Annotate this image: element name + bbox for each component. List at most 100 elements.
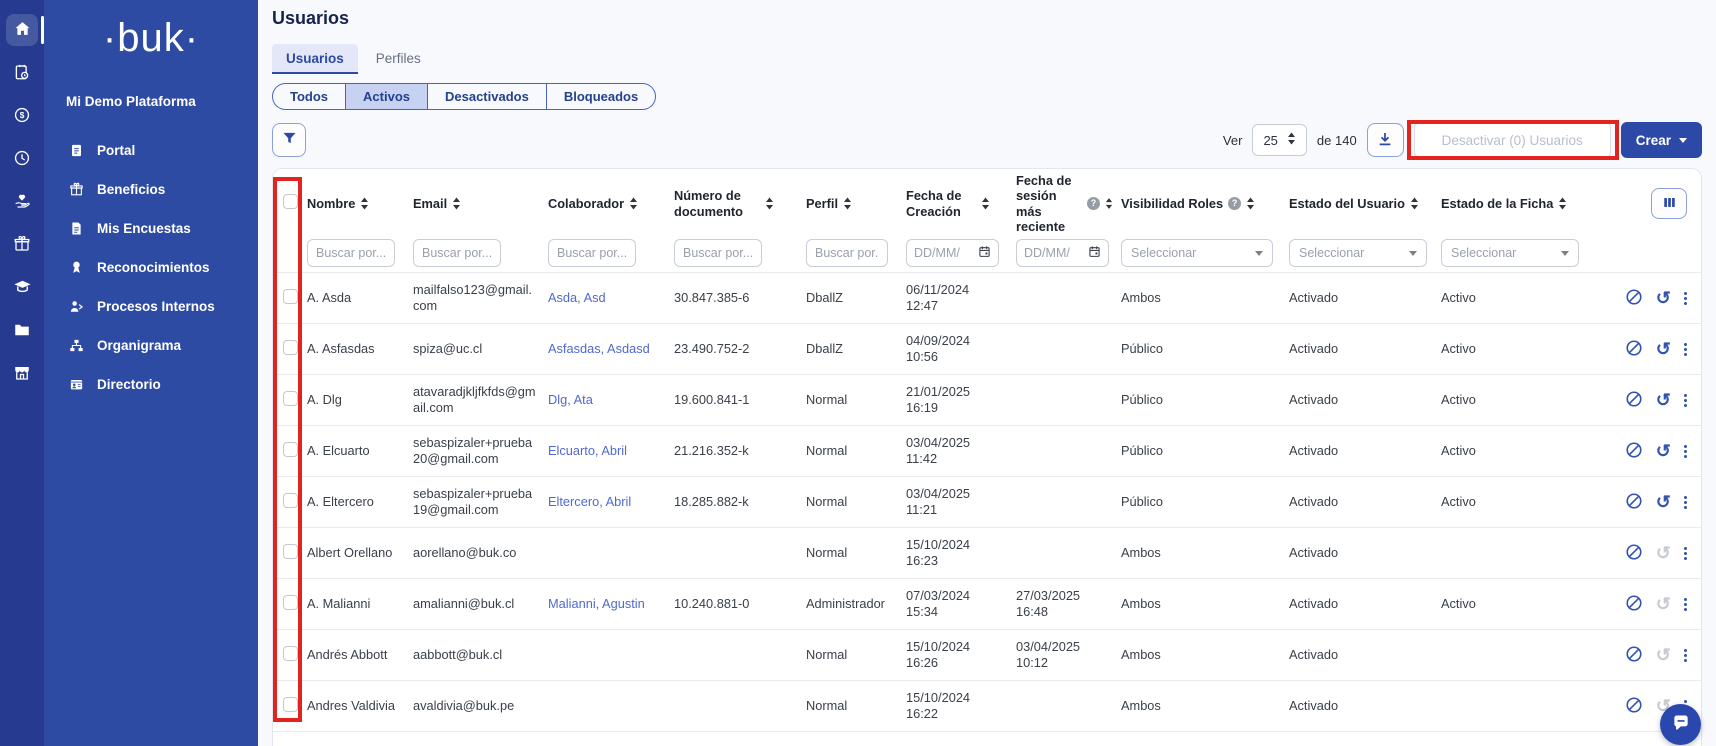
deactivate-users-button[interactable]: Desactivar (0) Usuarios	[1414, 122, 1611, 158]
filter-desactivados[interactable]: Desactivados	[427, 84, 546, 109]
column-header-documento[interactable]: Número de documento	[674, 188, 806, 219]
filter-bloqueados[interactable]: Bloqueados	[546, 84, 655, 109]
resend-invitation-button[interactable]: ↺	[1656, 289, 1671, 307]
row-menu-button[interactable]	[1684, 647, 1687, 663]
row-checkbox[interactable]	[283, 544, 298, 559]
row-checkbox[interactable]	[283, 442, 298, 457]
tab-perfiles[interactable]: Perfiles	[362, 44, 435, 74]
resend-invitation-button[interactable]: ↺	[1656, 493, 1671, 511]
block-user-button[interactable]	[1625, 390, 1643, 411]
column-header-visibilidad[interactable]: Visibilidad Roles?	[1121, 196, 1289, 211]
column-header-estado-usuario[interactable]: Estado del Usuario	[1289, 196, 1441, 211]
row-menu-button[interactable]	[1684, 596, 1687, 612]
block-user-button[interactable]	[1625, 288, 1643, 309]
row-menu-button[interactable]	[1684, 443, 1687, 459]
block-user-button[interactable]	[1625, 645, 1643, 666]
column-picker-button[interactable]	[1651, 188, 1687, 219]
download-button[interactable]	[1367, 123, 1404, 157]
select-all-checkbox[interactable]	[283, 194, 298, 209]
column-header-perfil[interactable]: Perfil	[806, 196, 906, 211]
search-email-input[interactable]	[413, 239, 501, 267]
sidebar-item-procesos-internos[interactable]: Procesos Internos	[44, 287, 258, 326]
block-user-button[interactable]	[1625, 339, 1643, 360]
chat-fab-button[interactable]	[1660, 704, 1701, 745]
rail-item-benefits[interactable]	[6, 186, 38, 218]
icon-rail: $	[0, 0, 44, 746]
rail-item-gifts[interactable]	[6, 229, 38, 261]
rail-item-payments[interactable]: $	[6, 100, 38, 132]
row-checkbox[interactable]	[283, 391, 298, 406]
collaborator-link[interactable]: Dlg, Ata	[548, 392, 593, 407]
column-header-colaborador[interactable]: Colaborador	[548, 196, 674, 211]
search-nombre-input[interactable]	[307, 239, 395, 267]
block-user-button[interactable]	[1625, 594, 1643, 615]
money-icon: $	[13, 106, 31, 127]
column-header-estado-ficha[interactable]: Estado de la Ficha	[1441, 196, 1596, 211]
rail-item-home[interactable]	[6, 14, 38, 46]
sidebar-item-organigrama[interactable]: Organigrama	[44, 326, 258, 365]
row-checkbox[interactable]	[283, 697, 298, 712]
block-user-button[interactable]	[1625, 696, 1643, 717]
row-checkbox[interactable]	[283, 340, 298, 355]
resend-invitation-button[interactable]: ↺	[1656, 340, 1671, 358]
row-menu-button[interactable]	[1684, 545, 1687, 561]
row-checkbox[interactable]	[283, 493, 298, 508]
block-icon	[1625, 645, 1643, 666]
block-icon	[1625, 492, 1643, 513]
gift-icon	[13, 235, 31, 256]
table-filter-row: DD/MM/ DD/MM/ Seleccionar	[273, 234, 1701, 272]
resend-invitation-button[interactable]: ↺	[1656, 544, 1671, 562]
filter-button[interactable]	[272, 123, 306, 157]
tab-usuarios[interactable]: Usuarios	[272, 44, 358, 74]
rail-item-training[interactable]	[6, 272, 38, 304]
row-checkbox[interactable]	[283, 289, 298, 304]
resend-invitation-button[interactable]: ↺	[1656, 391, 1671, 409]
row-menu-button[interactable]	[1684, 494, 1687, 510]
collaborator-link[interactable]: Elcuarto, Abril	[548, 443, 627, 458]
fecha-creacion-date-input[interactable]: DD/MM/	[906, 239, 999, 267]
create-button[interactable]: Crear	[1621, 122, 1702, 158]
resend-invitation-button[interactable]: ↺	[1656, 646, 1671, 664]
filter-todos[interactable]: Todos	[273, 84, 345, 109]
column-header-nombre[interactable]: Nombre	[307, 196, 413, 211]
rail-item-evaluations[interactable]	[6, 57, 38, 89]
block-user-button[interactable]	[1625, 543, 1643, 564]
row-checkbox[interactable]	[283, 595, 298, 610]
block-user-button[interactable]	[1625, 492, 1643, 513]
column-header-fecha-creacion[interactable]: Fecha de Creación	[906, 188, 1016, 219]
fecha-sesion-date-input[interactable]: DD/MM/	[1016, 239, 1109, 267]
search-documento-input[interactable]	[674, 239, 762, 267]
table-row: A. Malianni amalianni@buk.cl Malianni, A…	[273, 578, 1701, 629]
resend-invitation-button[interactable]: ↺	[1656, 442, 1671, 460]
resend-invitation-button[interactable]: ↺	[1656, 595, 1671, 613]
sidebar-item-mis-encuestas[interactable]: Mis Encuestas	[44, 209, 258, 248]
sidebar-item-label: Beneficios	[97, 182, 165, 197]
block-user-button[interactable]	[1625, 441, 1643, 462]
row-checkbox[interactable]	[283, 646, 298, 661]
rail-item-marketplace[interactable]	[6, 358, 38, 390]
row-menu-button[interactable]	[1684, 290, 1687, 306]
collaborator-link[interactable]: Asfasdas, Asdasd	[548, 341, 650, 356]
column-header-email[interactable]: Email	[413, 196, 548, 211]
rail-item-documents[interactable]	[6, 315, 38, 347]
collaborator-link[interactable]: Asda, Asd	[548, 290, 606, 305]
sidebar-item-beneficios[interactable]: Beneficios	[44, 170, 258, 209]
visibilidad-select[interactable]: Seleccionar	[1121, 239, 1273, 267]
filter-activos[interactable]: Activos	[345, 84, 427, 109]
column-header-fecha-sesion[interactable]: Fecha de sesión más reciente?	[1016, 173, 1121, 234]
row-menu-button[interactable]	[1684, 341, 1687, 357]
estado-ficha-select[interactable]: Seleccionar	[1441, 239, 1579, 267]
search-perfil-input[interactable]	[806, 239, 888, 267]
collaborator-link[interactable]: Eltercero, Abril	[548, 494, 631, 509]
collaborator-link[interactable]: Malianni, Agustin	[548, 596, 645, 611]
row-menu-button[interactable]	[1684, 392, 1687, 408]
rail-item-attendance[interactable]	[6, 143, 38, 175]
search-colaborador-input[interactable]	[548, 239, 636, 267]
sidebar-item-portal[interactable]: Portal	[44, 131, 258, 170]
sidebar-item-reconocimientos[interactable]: Reconocimientos	[44, 248, 258, 287]
sidebar-item-directorio[interactable]: Directorio	[44, 365, 258, 404]
page-size-select[interactable]: 25	[1252, 124, 1306, 156]
help-icon[interactable]: ?	[1087, 197, 1100, 210]
help-icon[interactable]: ?	[1228, 197, 1241, 210]
estado-usuario-select[interactable]: Seleccionar	[1289, 239, 1427, 267]
